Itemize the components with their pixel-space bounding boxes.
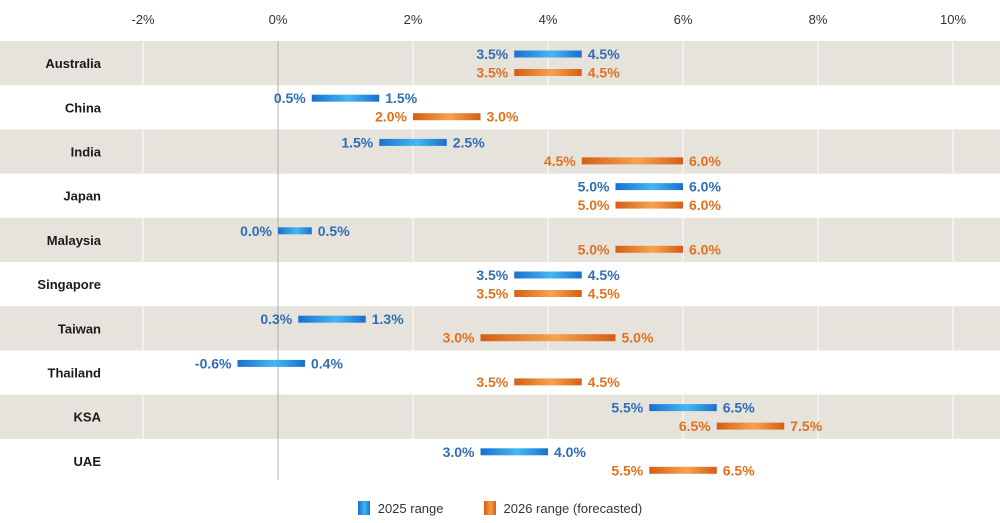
high-value-label: 7.5% [790,418,822,434]
range-bar-2025 [298,315,366,323]
x-tick-label: 4% [539,12,558,27]
range-bar-2026 [649,466,717,474]
legend-label-2026: 2026 range (forecasted) [503,500,643,516]
low-value-label: 6.5% [679,418,711,434]
high-value-label: 3.0% [487,109,519,125]
x-tick-label: 2% [404,12,423,27]
high-value-label: 4.5% [588,267,620,283]
category-label: UAE [74,454,102,469]
low-value-label: 3.5% [476,65,508,81]
range-bar-2026 [615,245,683,253]
range-bar-2026 [581,157,683,165]
range-bar-2025 [237,359,305,367]
low-value-label: 3.0% [443,330,475,346]
high-value-label: 4.5% [588,46,620,62]
high-value-label: 2.5% [453,134,485,150]
low-value-label: 4.5% [544,153,576,169]
low-value-label: 3.5% [476,267,508,283]
range-bar-2025 [278,227,312,235]
high-value-label: 4.5% [588,65,620,81]
high-value-label: 6.0% [689,241,721,257]
low-value-label: 3.0% [443,444,475,460]
category-label: China [65,100,102,115]
range-bar-2026 [514,290,582,297]
legend-item-2025: 2025 range [357,500,444,516]
low-value-label: 5.5% [611,462,643,478]
category-label: Australia [45,56,101,71]
high-value-label: 1.5% [385,90,417,106]
x-tick-label: 6% [674,12,693,27]
range-bar-2025 [514,271,582,279]
x-tick-label: 8% [809,12,828,27]
x-tick-label: 10% [940,12,966,27]
legend-label-2025: 2025 range [377,500,444,516]
high-value-label: 6.0% [689,197,721,213]
high-value-label: 6.0% [689,179,721,195]
low-value-label: 5.0% [578,179,610,195]
range-bar-2025 [649,404,717,412]
high-value-label: 4.0% [554,444,586,460]
x-tick-label: 0% [269,12,288,27]
low-value-label: 0.3% [260,311,292,327]
low-value-label: 5.0% [578,197,610,213]
low-value-label: 5.0% [578,241,610,257]
low-value-label: 3.5% [476,286,508,302]
category-label: KSA [74,410,102,425]
x-tick-label: -2% [131,12,155,27]
high-value-label: 0.5% [318,223,350,239]
high-value-label: 6.5% [723,400,755,416]
range-bar-2025 [480,448,548,456]
low-value-label: 0.5% [274,90,306,106]
high-value-label: 4.5% [588,374,620,390]
range-bar-2025 [514,50,582,58]
legend-swatch-orange [483,501,496,515]
category-label: Taiwan [58,321,101,336]
low-value-label: 3.5% [476,46,508,62]
range-bar-2026 [413,113,481,121]
range-bar-2025 [615,183,683,191]
high-value-label: 1.3% [372,311,404,327]
category-label: India [71,145,102,160]
high-value-label: 5.0% [622,330,654,346]
high-value-label: 6.0% [689,153,721,169]
row-stripe [0,129,1000,174]
category-label: Singapore [37,277,101,292]
high-value-label: 6.5% [723,462,755,478]
low-value-label: 0.0% [240,223,272,239]
range-bar-2026 [514,69,582,76]
low-value-label: 3.5% [476,374,508,390]
range-bar-2026 [615,201,683,209]
range-bar-2025 [311,94,380,102]
range-bar-2026 [716,422,785,430]
row-stripe [0,41,1000,86]
range-bar-2026 [514,378,582,386]
low-value-label: 5.5% [611,400,643,416]
low-value-label: 1.5% [341,134,373,150]
range-bar-2025 [379,138,447,146]
high-value-label: 4.5% [588,286,620,302]
high-value-label: 0.4% [311,355,343,371]
row-stripe [0,217,1000,262]
legend: 2025 range 2026 range (forecasted) [0,497,1000,519]
low-value-label: -0.6% [195,355,232,371]
category-label: Japan [63,189,101,204]
category-label: Thailand [48,366,102,381]
range-bar-2026 [480,334,616,342]
low-value-label: 2.0% [375,109,407,125]
row-stripe [0,394,1000,439]
legend-item-2026: 2026 range (forecasted) [483,500,643,516]
category-label: Malaysia [47,233,102,248]
legend-swatch-blue [357,501,370,515]
row-stripe [0,306,1000,351]
